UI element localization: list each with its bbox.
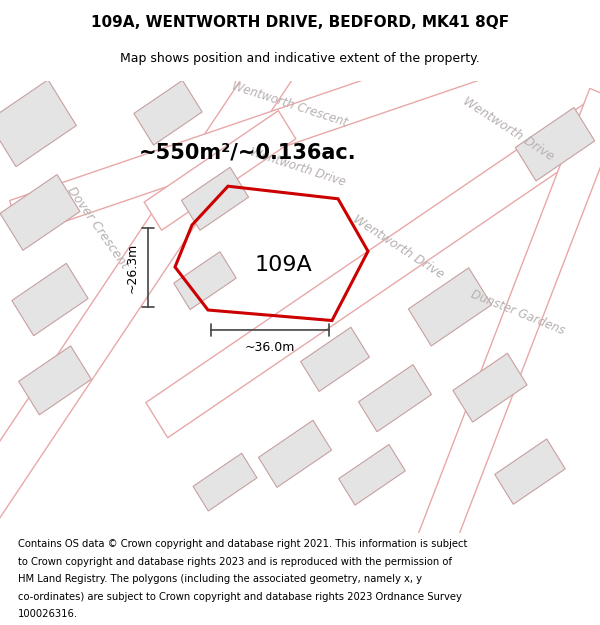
- Polygon shape: [515, 107, 595, 181]
- Polygon shape: [12, 263, 88, 336]
- Text: HM Land Registry. The polygons (including the associated geometry, namely x, y: HM Land Registry. The polygons (includin…: [18, 574, 422, 584]
- Text: Contains OS data © Crown copyright and database right 2021. This information is : Contains OS data © Crown copyright and d…: [18, 539, 467, 549]
- Polygon shape: [358, 364, 431, 432]
- Polygon shape: [144, 111, 296, 230]
- Text: 100026316.: 100026316.: [18, 609, 78, 619]
- Polygon shape: [409, 268, 491, 346]
- Polygon shape: [181, 168, 248, 231]
- Text: Map shows position and indicative extent of the property.: Map shows position and indicative extent…: [120, 52, 480, 65]
- Polygon shape: [0, 80, 76, 167]
- Polygon shape: [193, 453, 257, 511]
- Text: ~550m²/~0.136ac.: ~550m²/~0.136ac.: [139, 142, 357, 162]
- Text: Dunster Gardens: Dunster Gardens: [469, 288, 567, 337]
- Text: ~36.0m: ~36.0m: [245, 341, 295, 354]
- Polygon shape: [0, 54, 293, 560]
- Text: to Crown copyright and database rights 2023 and is reproduced with the permissio: to Crown copyright and database rights 2…: [18, 556, 452, 566]
- Polygon shape: [495, 439, 565, 504]
- Polygon shape: [0, 174, 80, 251]
- Text: Wentworth Drive: Wentworth Drive: [350, 213, 446, 281]
- Polygon shape: [259, 420, 332, 488]
- Polygon shape: [174, 252, 236, 309]
- Polygon shape: [338, 444, 406, 505]
- Polygon shape: [395, 88, 600, 609]
- Text: Wentworth Drive: Wentworth Drive: [460, 94, 556, 162]
- Text: ~26.3m: ~26.3m: [125, 242, 139, 292]
- Text: Wentworth Drive: Wentworth Drive: [248, 146, 347, 189]
- Polygon shape: [10, 0, 600, 236]
- Polygon shape: [453, 353, 527, 422]
- Text: Wentworth Crescent: Wentworth Crescent: [230, 79, 350, 129]
- Text: Dover Crescent: Dover Crescent: [65, 185, 131, 272]
- Polygon shape: [301, 328, 370, 391]
- Text: 109A, WENTWORTH DRIVE, BEDFORD, MK41 8QF: 109A, WENTWORTH DRIVE, BEDFORD, MK41 8QF: [91, 15, 509, 30]
- Text: co-ordinates) are subject to Crown copyright and database rights 2023 Ordnance S: co-ordinates) are subject to Crown copyr…: [18, 592, 462, 602]
- Text: 109A: 109A: [254, 255, 312, 275]
- Polygon shape: [19, 346, 91, 415]
- Polygon shape: [134, 81, 202, 145]
- Polygon shape: [146, 71, 600, 438]
